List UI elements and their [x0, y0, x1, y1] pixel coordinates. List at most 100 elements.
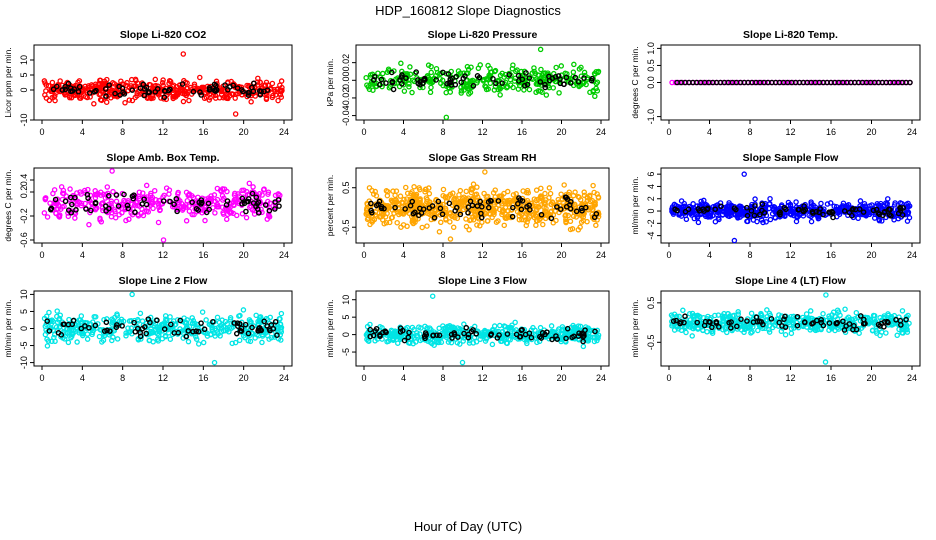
data-point [267, 314, 273, 321]
data-point [782, 212, 788, 219]
reference-point [242, 321, 249, 328]
reference-point [877, 323, 883, 329]
data-point [766, 205, 772, 212]
data-point [385, 188, 391, 195]
data-point [493, 219, 500, 225]
reference-point [245, 196, 252, 202]
reference-points [44, 316, 280, 340]
x-tick-label: 4 [707, 250, 712, 260]
reference-point [85, 195, 91, 201]
data-point [428, 63, 434, 70]
data-point [413, 339, 419, 345]
data-point [223, 216, 230, 223]
data-point [591, 338, 598, 345]
data-point [270, 92, 276, 99]
y-tick-label: 2 [646, 196, 656, 201]
data-point [178, 86, 185, 93]
reference-point [375, 201, 381, 208]
data-point [893, 79, 899, 86]
reference-point [422, 335, 428, 342]
data-point [92, 314, 99, 320]
data-point [216, 95, 223, 101]
data-point [166, 80, 172, 87]
data-point [212, 210, 218, 216]
data-point [709, 212, 716, 219]
panel-4: Slope Amb. Box Temp.degrees C per min.0 4… [3, 152, 293, 260]
data-point [140, 190, 146, 196]
reference-point [272, 318, 279, 325]
data-point [164, 317, 170, 324]
data-point [742, 209, 748, 216]
reference-point [437, 205, 444, 212]
data-point [126, 97, 133, 103]
reference-point [795, 206, 802, 213]
x-tick-label: 4 [707, 127, 712, 137]
data-point [888, 314, 895, 320]
data-point [593, 69, 599, 75]
reference-point [78, 325, 85, 332]
data-point [159, 79, 166, 86]
data-point [459, 201, 465, 208]
data-point [454, 325, 461, 331]
data-point [215, 331, 221, 337]
data-point [126, 329, 133, 335]
reference-point [76, 84, 83, 90]
data-point [414, 330, 420, 336]
data-point [170, 95, 176, 102]
reference-point [465, 209, 471, 216]
reference-point [276, 203, 282, 209]
data-point [62, 92, 68, 98]
data-point [894, 332, 900, 339]
data-point [98, 192, 104, 198]
data-point [450, 224, 457, 231]
data-point [577, 224, 583, 230]
data-point [412, 203, 419, 210]
data-point [427, 199, 433, 205]
data-point [391, 210, 397, 216]
data-point [47, 200, 53, 206]
data-point [905, 312, 911, 319]
data-point [468, 78, 475, 84]
reference-point [818, 319, 824, 326]
reference-point [731, 205, 738, 212]
reference-point [115, 203, 122, 209]
reference-point [44, 318, 50, 324]
data-point [164, 325, 171, 331]
data-point [496, 322, 503, 329]
data-point [173, 87, 180, 93]
reference-point [573, 208, 580, 215]
reference-point [885, 319, 891, 326]
reference-point [446, 200, 453, 207]
data-point [543, 92, 550, 98]
reference-point [569, 334, 575, 341]
data-point [212, 325, 218, 332]
reference-point [526, 75, 533, 81]
data-point [533, 187, 540, 193]
data-point [533, 89, 539, 96]
data-point [145, 209, 152, 215]
data-point [498, 338, 504, 345]
data-point [592, 199, 598, 206]
x-tick-label: 12 [158, 250, 168, 260]
data-point [276, 316, 283, 322]
data-point [412, 216, 419, 222]
data-point [447, 219, 453, 225]
x-tick-label: 24 [279, 127, 289, 137]
reference-point [833, 320, 840, 327]
data-point [84, 331, 91, 337]
data-point [731, 312, 737, 319]
data-point [390, 188, 396, 194]
data-point [484, 218, 491, 224]
data-point [417, 337, 424, 344]
data-point [260, 187, 267, 193]
reference-point [205, 200, 212, 207]
data-point [502, 214, 508, 220]
data-point [227, 315, 234, 321]
reference-point [105, 193, 112, 199]
reference-point [701, 322, 708, 329]
data-point [436, 229, 443, 235]
reference-point [415, 77, 421, 83]
reference-point [206, 206, 212, 213]
x-tick-label: 24 [907, 250, 917, 260]
